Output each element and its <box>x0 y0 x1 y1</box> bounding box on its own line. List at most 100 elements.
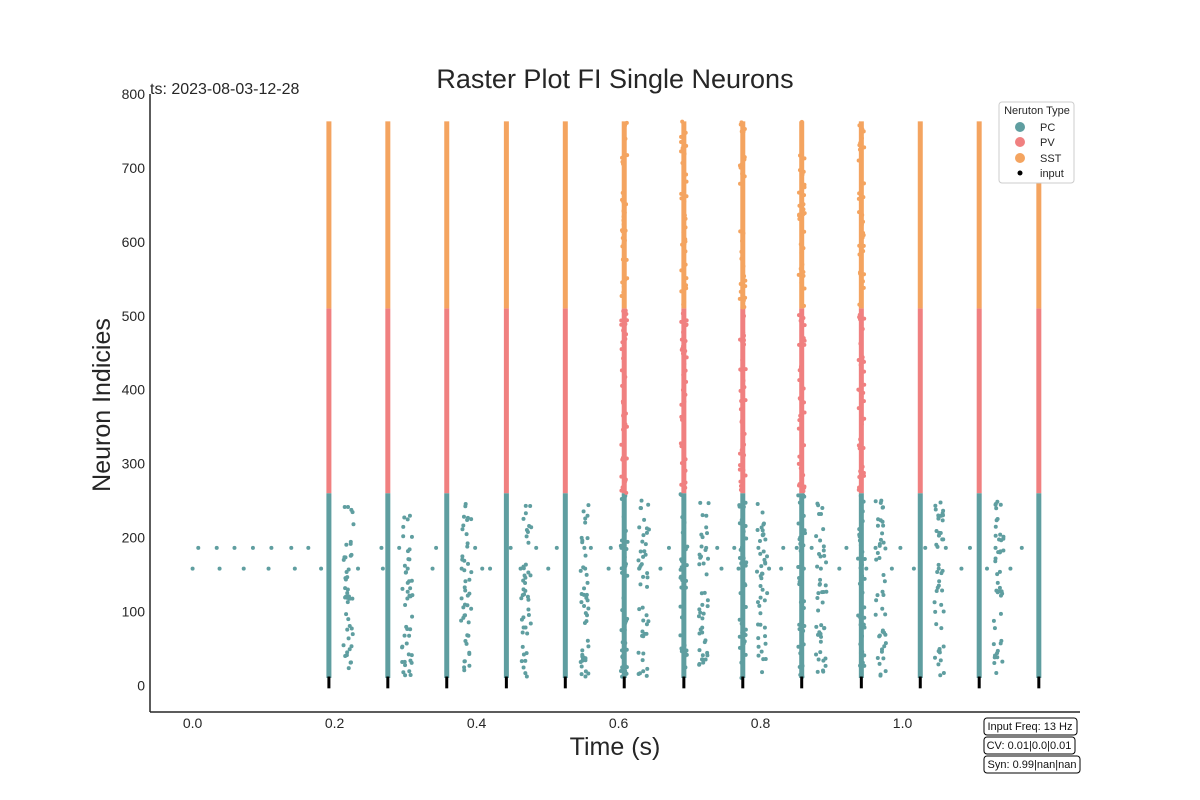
burst-spike-sst <box>683 249 688 254</box>
burst-spike-sst <box>859 224 864 229</box>
pc-spike <box>760 510 765 515</box>
timestamp-label: ts: 2023-08-03-12-28 <box>150 81 300 98</box>
pc-spike <box>880 531 885 536</box>
pc-spike <box>459 596 464 601</box>
axes <box>149 94 1080 713</box>
burst-spike-sst <box>857 302 862 307</box>
burst-spike-pv <box>621 470 626 475</box>
pc-spike <box>343 586 348 591</box>
burst-spike-pc <box>737 617 742 622</box>
burst-spike-pv <box>679 461 684 466</box>
pc-spike <box>889 566 894 571</box>
pc-spike <box>584 592 589 597</box>
pc-spike <box>821 544 826 549</box>
pc-spike <box>405 626 410 631</box>
pc-spike <box>580 648 585 653</box>
pc-spike <box>701 660 706 665</box>
pc-spike <box>755 569 760 574</box>
pc-spike <box>467 650 472 655</box>
pc-spike <box>732 545 737 550</box>
pc-spike <box>993 524 998 529</box>
burst-spike-pc <box>741 504 746 509</box>
pc-spike <box>528 504 533 509</box>
pc-spike <box>579 672 584 677</box>
burst-spike-sst <box>741 231 746 236</box>
burst-spike-sst <box>859 230 864 235</box>
pc-spike <box>401 524 406 529</box>
pc-spike <box>995 651 1000 656</box>
burst-spike-pc <box>620 640 625 645</box>
burst-spike-sst <box>682 213 687 218</box>
pc-spike <box>520 593 525 598</box>
burst-spike-pc <box>620 570 625 575</box>
pc-spike <box>991 618 996 623</box>
burst-spike-pc <box>796 521 801 526</box>
pc-spike <box>488 566 493 571</box>
burst-spike-sst <box>681 230 686 235</box>
input-spike <box>327 676 331 689</box>
pc-spike <box>640 629 645 634</box>
burst-spike-pc <box>738 591 743 596</box>
burst-spike-pv <box>683 485 688 490</box>
burst-band-pv <box>562 308 568 494</box>
burst-spike-pv <box>682 399 687 404</box>
pc-spike <box>823 663 828 668</box>
burst-spike-pv <box>738 487 743 492</box>
pc-spike <box>583 516 588 521</box>
pc-spike <box>521 578 526 583</box>
pc-spike <box>936 566 941 571</box>
burst-spike-pc <box>801 605 806 610</box>
pc-spike <box>341 643 346 648</box>
pc-spike <box>814 652 819 657</box>
burst-spike-pv <box>858 363 863 368</box>
pc-spike <box>762 598 767 603</box>
burst-spike-pv <box>739 462 744 467</box>
burst-spike-sst <box>738 229 743 234</box>
pc-spike <box>466 633 471 638</box>
burst-spike-pv <box>623 479 628 484</box>
burst-spike-sst <box>737 296 742 301</box>
burst-spike-pc <box>679 649 684 654</box>
burst-spike-pc <box>737 556 742 561</box>
burst-band-pv <box>1036 308 1042 494</box>
burst-spike-pc <box>797 665 802 670</box>
pc-spike <box>410 593 415 598</box>
pc-spike <box>763 560 768 565</box>
burst-spike-pv <box>739 448 744 453</box>
pc-spike <box>347 647 352 652</box>
burst-spike-sst <box>856 158 861 163</box>
pc-spike <box>344 542 349 547</box>
burst-spike-sst <box>743 295 748 300</box>
pc-spike <box>697 648 702 653</box>
burst-spike-sst <box>800 156 805 161</box>
burst-spike-pv <box>742 385 747 390</box>
pc-spike <box>404 641 409 646</box>
syn-text: Syn: 0.99|nan|nan <box>988 759 1077 771</box>
burst-spike-sst <box>621 209 626 214</box>
burst-spike-pv <box>797 368 802 373</box>
pc-spike <box>821 527 826 532</box>
pc-spike <box>882 644 887 649</box>
burst-spike-pv <box>862 473 867 478</box>
burst-spike-pv <box>802 400 807 405</box>
pc-spike <box>882 630 887 635</box>
pc-spike <box>715 545 720 550</box>
pc-spike <box>344 612 349 617</box>
pc-spike <box>699 657 704 662</box>
burst-spike-pc <box>681 598 686 603</box>
burst-spike-pc <box>618 669 623 674</box>
burst-spike-sst <box>621 162 626 167</box>
pc-spike <box>521 652 526 657</box>
pc-spike <box>402 515 407 520</box>
pc-spike <box>935 585 940 590</box>
pc-spike <box>880 589 885 594</box>
burst-spike-pv <box>859 419 864 424</box>
burst-spike-pv <box>679 414 684 419</box>
pc-spike <box>343 555 348 560</box>
pc-spike <box>586 644 591 649</box>
burst-spike-pc <box>743 627 748 632</box>
pc-spike <box>995 517 1000 522</box>
legend-marker-input <box>1017 170 1023 176</box>
pc-spike <box>940 568 945 573</box>
pc-spike <box>765 554 770 559</box>
